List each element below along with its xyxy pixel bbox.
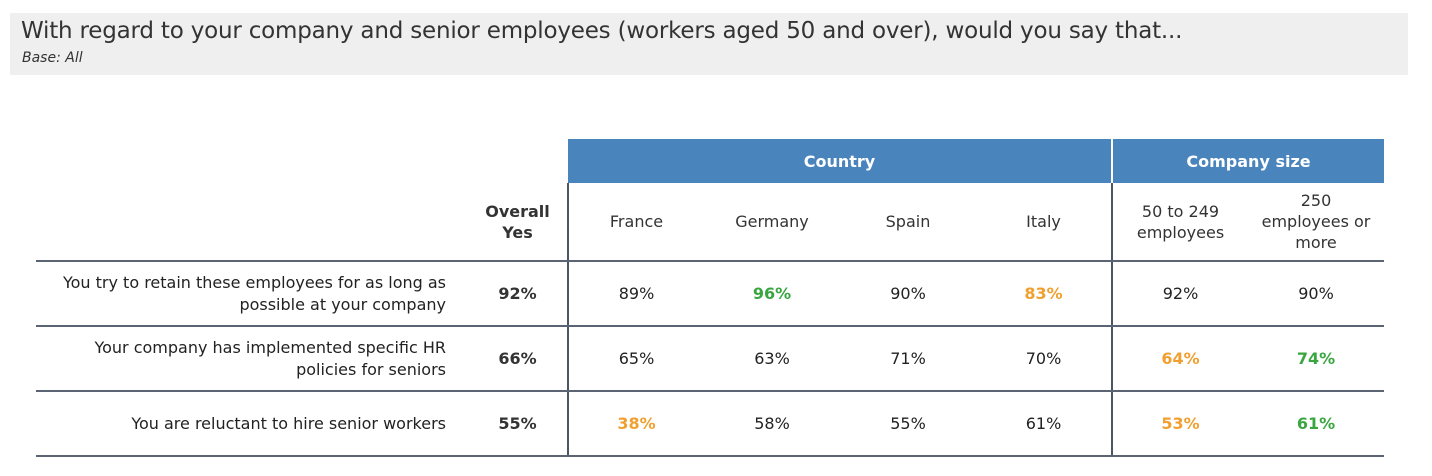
cell-overall: 55%	[468, 391, 568, 457]
table-row: Your company has implemented specific HR…	[36, 326, 1384, 392]
cell-overall: 66%	[468, 326, 568, 392]
group-header-country: Country	[568, 139, 1112, 183]
cell-spain: 90%	[840, 261, 976, 327]
row-label: Your company has implemented specific HR…	[36, 326, 468, 392]
cell-germany: 96%	[704, 261, 840, 327]
table-body: You try to retain these employees for as…	[36, 261, 1384, 457]
cell-germany: 63%	[704, 326, 840, 392]
column-header-250-plus: 250 employees or more	[1248, 183, 1384, 262]
column-header-italy: Italy	[976, 183, 1112, 262]
column-header-empty	[36, 183, 468, 262]
cell-france: 89%	[567, 261, 704, 327]
header-text-50-249: 50 to 249 employees	[1136, 201, 1225, 242]
results-table: Country Company size Overall Yes France …	[36, 139, 1384, 457]
column-header-overall: Overall Yes	[468, 183, 568, 262]
cell-france: 65%	[567, 326, 704, 392]
cell-250-plus: 90%	[1248, 261, 1384, 327]
cell-50-249: 53%	[1111, 391, 1248, 457]
column-header-germany: Germany	[704, 183, 840, 262]
column-header-spain: Spain	[840, 183, 976, 262]
column-header-row: Overall Yes France Germany Spain Italy 5…	[36, 183, 1384, 262]
cell-50-249: 64%	[1111, 326, 1248, 392]
cell-france: 38%	[567, 391, 704, 457]
cell-germany: 58%	[704, 391, 840, 457]
cell-italy: 70%	[976, 326, 1112, 392]
group-header-row: Country Company size	[36, 139, 1384, 183]
cell-250-plus: 61%	[1248, 391, 1384, 457]
cell-50-249: 92%	[1111, 261, 1248, 327]
overall-header-text: Overall Yes	[485, 201, 550, 242]
row-label: You are reluctant to hire senior workers	[36, 391, 468, 457]
group-header-spacer	[36, 139, 568, 183]
cell-spain: 71%	[840, 326, 976, 392]
cell-spain: 55%	[840, 391, 976, 457]
cell-italy: 61%	[976, 391, 1112, 457]
cell-250-plus: 74%	[1248, 326, 1384, 392]
column-header-50-249: 50 to 249 employees	[1111, 183, 1248, 262]
table-row: You try to retain these employees for as…	[36, 261, 1384, 327]
cell-overall: 92%	[468, 261, 568, 327]
base-note: Base: All	[22, 50, 83, 66]
group-header-company-size: Company size	[1111, 139, 1384, 183]
row-label: You try to retain these employees for as…	[36, 261, 468, 327]
chart-title: With regard to your company and senior e…	[21, 18, 1183, 44]
cell-italy: 83%	[976, 261, 1112, 327]
title-box: With regard to your company and senior e…	[10, 13, 1408, 75]
header-text-250-plus: 250 employees or more	[1261, 191, 1371, 252]
column-header-france: France	[567, 183, 704, 262]
table-row: You are reluctant to hire senior workers…	[36, 391, 1384, 457]
